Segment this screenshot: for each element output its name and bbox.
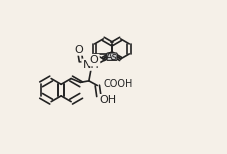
Text: COOH: COOH xyxy=(104,79,133,89)
FancyBboxPatch shape xyxy=(107,53,117,60)
Text: O: O xyxy=(90,55,99,65)
Text: OH: OH xyxy=(100,95,117,105)
Text: O: O xyxy=(74,45,83,55)
Text: As: As xyxy=(106,52,118,62)
Text: NH: NH xyxy=(82,60,99,70)
